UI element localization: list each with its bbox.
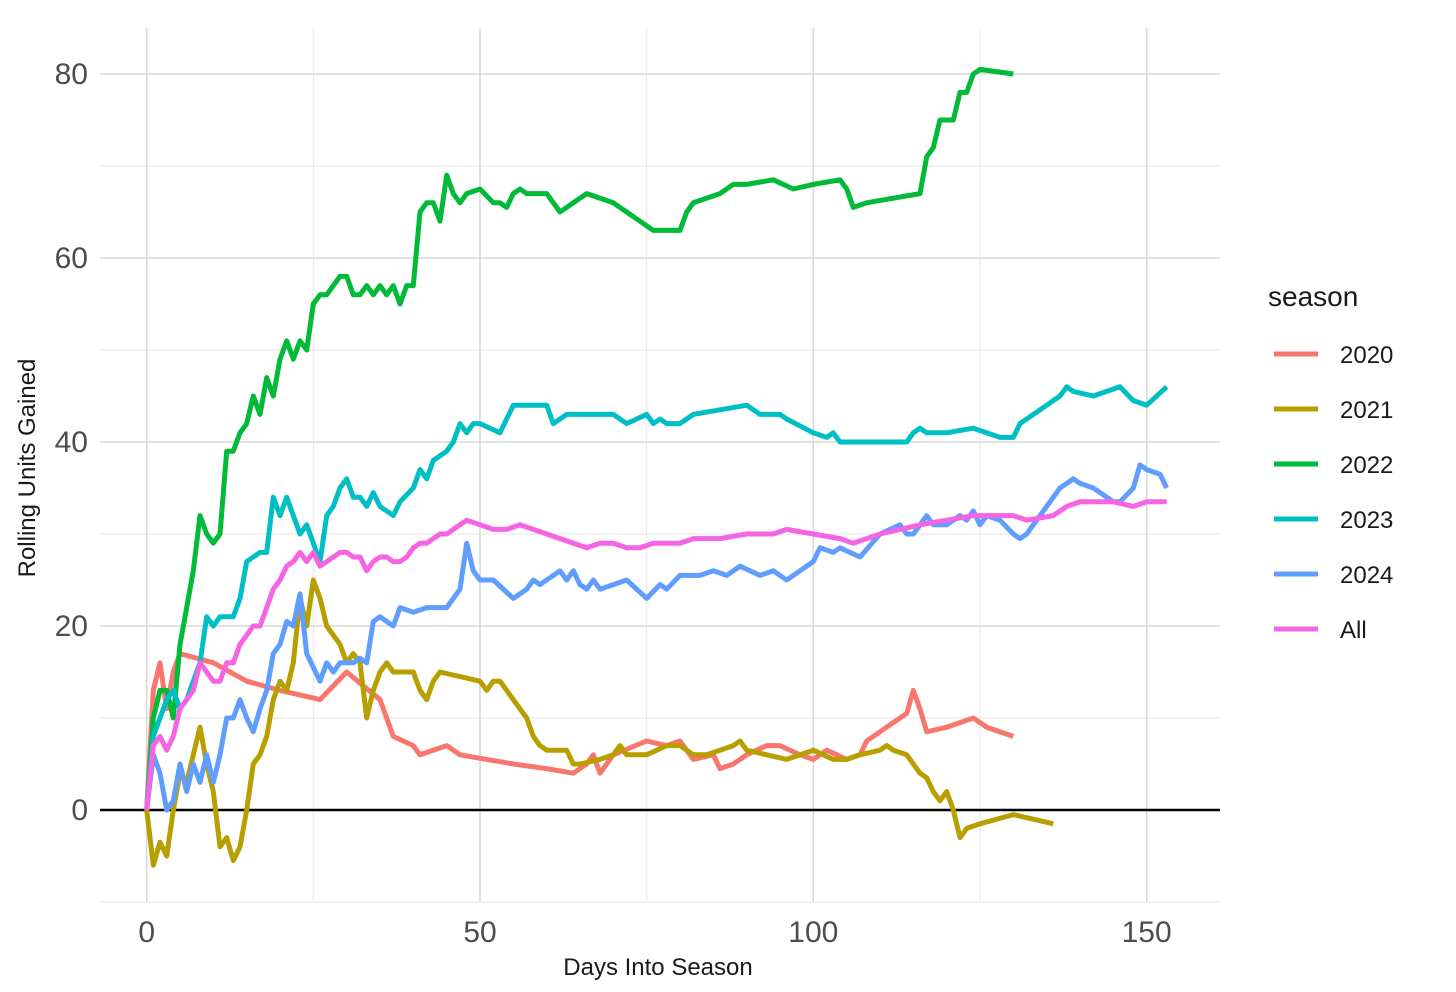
x-tick-label: 100	[788, 916, 838, 949]
legend-title: season	[1268, 281, 1358, 312]
legend: season 2020 2021 2022 2023 2024 All	[1268, 281, 1393, 644]
x-tick-label: 50	[463, 916, 496, 949]
y-tick-label: 60	[55, 242, 88, 275]
series-line-2024	[144, 462, 1169, 813]
legend-label: 2023	[1340, 507, 1393, 534]
legend-label: 2024	[1340, 562, 1393, 589]
x-tick-label: 0	[138, 916, 155, 949]
legend-label: All	[1340, 617, 1367, 644]
series-line-2021	[144, 577, 1054, 868]
legend-item-2024: 2024	[1274, 562, 1393, 589]
legend-label: 2022	[1340, 452, 1393, 479]
y-tick-label: 80	[55, 58, 88, 91]
legend-label: 2020	[1340, 342, 1393, 369]
legend-item-all: All	[1274, 617, 1367, 644]
x-axis-title: Days Into Season	[563, 954, 752, 981]
minor-gridlines	[100, 28, 1220, 903]
y-axis-title: Rolling Units Gained	[14, 359, 41, 578]
y-tick-label: 20	[55, 610, 88, 643]
y-tick-label: 40	[55, 426, 88, 459]
series-line-2020	[144, 651, 1015, 811]
series-line-2022	[144, 66, 1014, 811]
series-line-all	[144, 499, 1167, 811]
major-gridlines	[100, 28, 1220, 902]
legend-item-2022: 2022	[1274, 452, 1393, 479]
y-axis-ticks: 0 20 40 60 80	[55, 58, 88, 827]
legend-label: 2021	[1340, 397, 1393, 424]
y-tick-label: 0	[71, 794, 88, 827]
series-line-2023	[144, 384, 1169, 811]
x-axis-ticks: 0 50 100 150	[138, 916, 1171, 949]
legend-item-2021: 2021	[1274, 397, 1393, 424]
x-tick-label: 150	[1122, 916, 1172, 949]
legend-item-2020: 2020	[1274, 342, 1393, 369]
legend-item-2023: 2023	[1274, 507, 1393, 534]
series-lines	[144, 66, 1169, 868]
